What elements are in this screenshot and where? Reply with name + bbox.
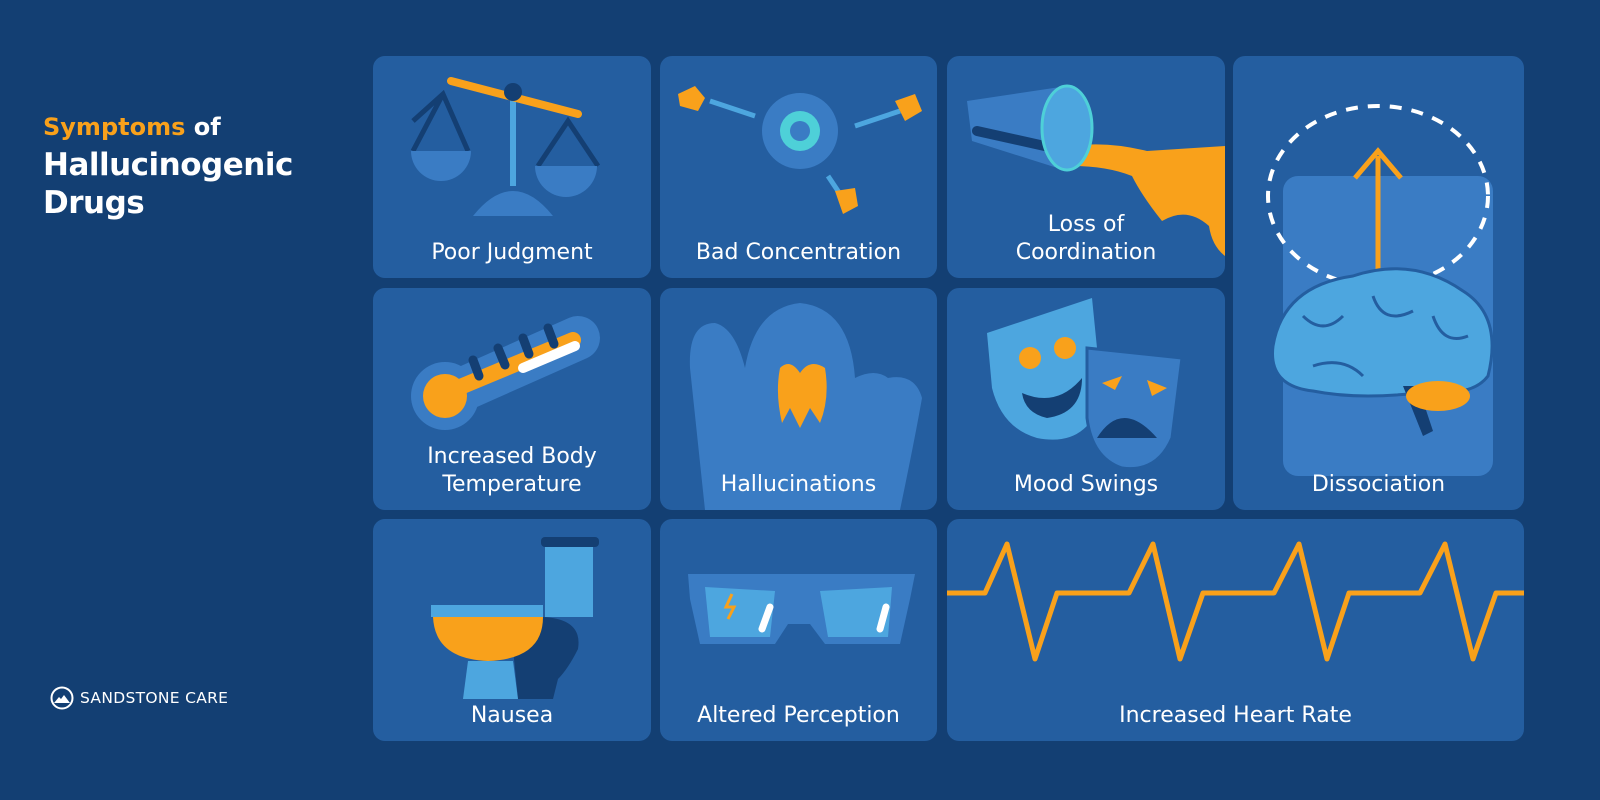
toilet-icon [431,537,599,699]
spilled-glass-icon [967,84,1225,256]
tile-dissociation: Dissociation [1233,56,1524,510]
tile-label: Bad Concentration [695,240,902,265]
tile-loss-of-coordination: Loss of Coordination [947,56,1225,278]
glasses-icon [688,574,915,644]
page-title: Symptoms of Hallucinogenic Drugs [43,108,293,222]
tile-increased-heart-rate: Increased Heart Rate [947,519,1524,741]
heartbeat-icon [947,541,1524,662]
tile-label: Increased Heart Rate [1119,703,1352,728]
tile-label-line1: Increased Body [427,444,597,469]
tile-increased-body-temperature: Increased Body Temperature [373,288,651,510]
target-darts-icon [678,86,922,214]
ghost-icon [689,303,922,510]
scale-icon [410,77,601,216]
title-line3: Drugs [43,185,145,221]
tile-altered-perception: Altered Perception [660,519,937,741]
tile-label: Mood Swings [1013,472,1159,497]
tile-label-line2: Temperature [442,472,582,497]
tile-label: Poor Judgment [431,240,593,265]
title-of: of [193,113,221,141]
title-line2: Hallucinogenic [43,147,293,183]
mountain-logo-icon [50,686,74,710]
brain-thought-icon [1266,104,1494,476]
tile-hallucinations: Hallucinations [660,288,937,510]
tile-mood-swings: Mood Swings [947,288,1225,510]
tile-label: Loss of Coordination [947,211,1225,267]
brand-logo: SANDSTONE CARE [50,686,228,710]
tile-label-line2: Coordination [1015,240,1157,265]
tile-label: Altered Perception [697,703,900,728]
title-accent: Symptoms [43,113,186,141]
tile-label: Increased Body Temperature [373,443,651,499]
tile-poor-judgment: Poor Judgment [373,56,651,278]
theater-masks-icon [987,298,1184,471]
tile-nausea: Nausea [373,519,651,741]
tile-label: Hallucinations [720,472,877,497]
tile-label: Dissociation [1311,472,1446,497]
tile-bad-concentration: Bad Concentration [660,56,937,278]
tile-label: Nausea [470,703,554,728]
thermometer-icon [411,316,600,430]
tile-label-line1: Loss of [1047,212,1125,237]
brand-name: SANDSTONE CARE [80,689,229,707]
